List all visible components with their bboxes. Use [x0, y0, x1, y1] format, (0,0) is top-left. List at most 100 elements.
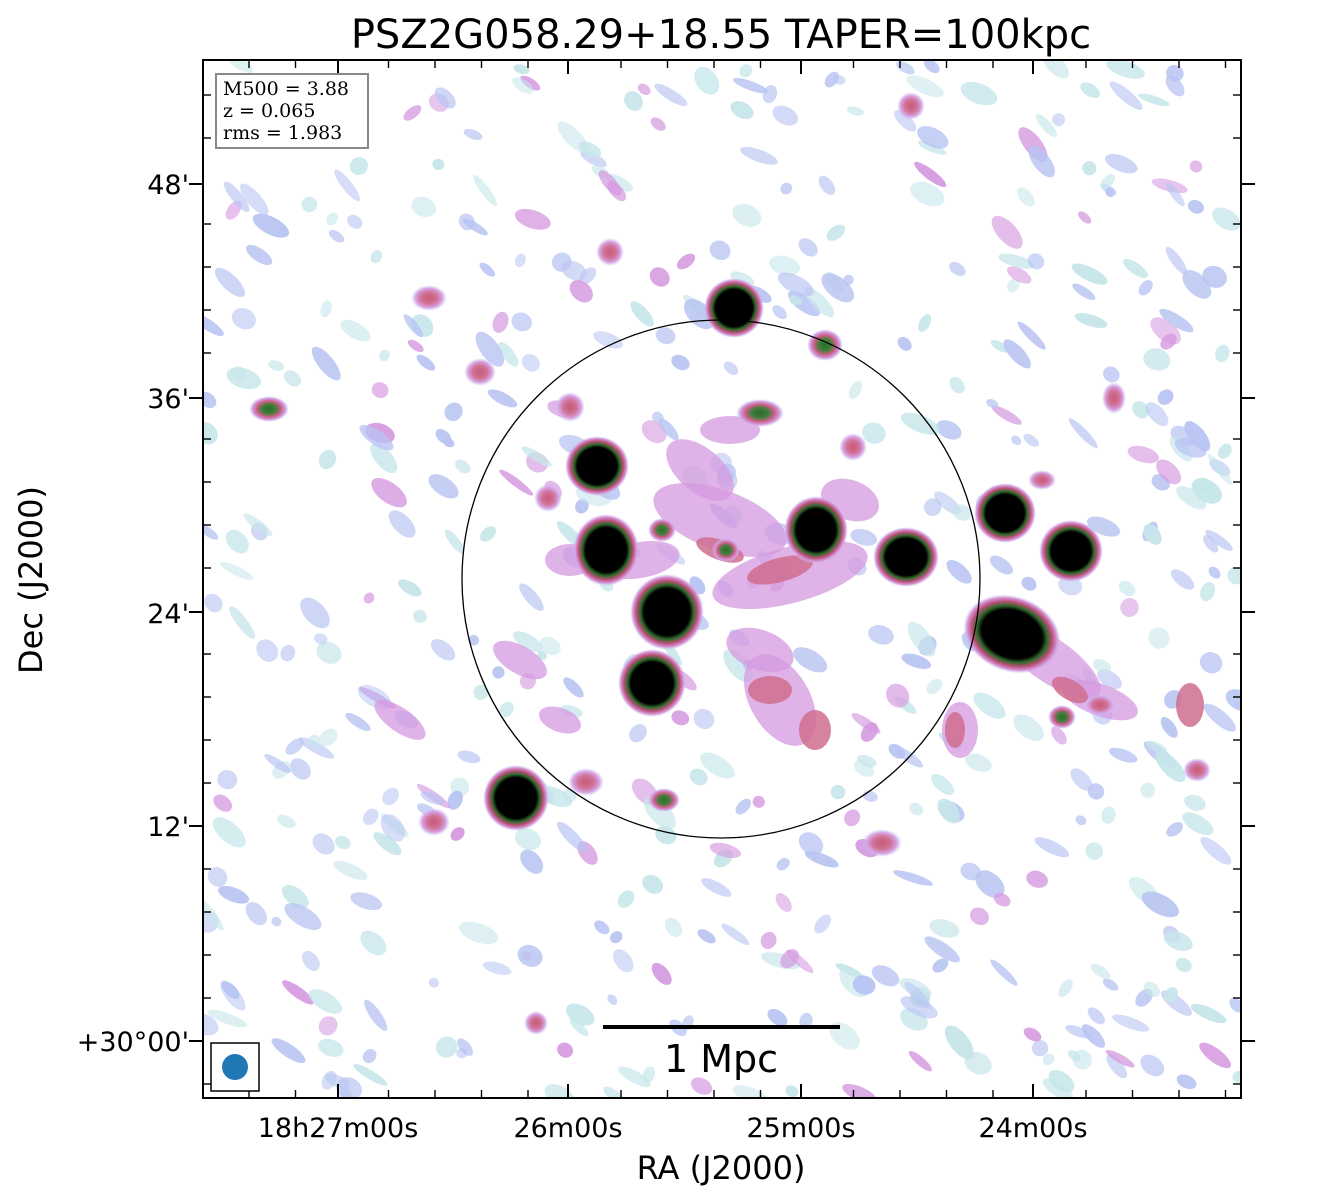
noise-patch: [1200, 837, 1232, 865]
noise-patch: [207, 1009, 247, 1028]
noise-patch: [311, 346, 341, 381]
noise-patch: [1176, 485, 1207, 510]
noise-patch: [862, 422, 886, 444]
noise-patch: [1021, 576, 1037, 591]
noise-patch: [893, 870, 933, 886]
noise-patch: [245, 244, 273, 266]
green-core-source: [249, 396, 289, 422]
noise-patch: [227, 60, 254, 73]
noise-patch: [630, 301, 654, 327]
noise-patch: [776, 858, 790, 871]
noise-patch: [475, 331, 505, 367]
noise-patch: [826, 224, 846, 241]
noise-patch: [284, 903, 322, 930]
noise-patch: [991, 405, 1022, 425]
x-tick-label-2: 25m00s: [746, 1113, 855, 1144]
noise-patch: [360, 930, 387, 956]
noise-patch: [1067, 1050, 1081, 1062]
noise-patch: [735, 798, 752, 815]
red-compact-source: [568, 768, 604, 796]
bright-point-source: [704, 278, 764, 338]
noise-patch: [1155, 751, 1186, 782]
noise-patch: [473, 174, 498, 206]
noise-patch: [850, 528, 878, 546]
noise-patch: [818, 175, 836, 196]
noise-patch: [658, 418, 679, 441]
noise-patch: [1106, 60, 1145, 79]
bright-emission: [747, 555, 813, 585]
noise-patch: [1225, 689, 1241, 712]
noise-patch: [1075, 815, 1087, 826]
green-core-source: [1048, 705, 1076, 729]
noise-patch: [1189, 160, 1203, 173]
noise-patch: [649, 267, 670, 287]
noise-patch: [960, 81, 998, 106]
noise-patch: [212, 817, 246, 848]
noise-patch: [617, 890, 635, 908]
noise-patch: [1165, 246, 1188, 275]
red-compact-source: [1102, 382, 1126, 414]
noise-patch: [382, 787, 399, 806]
noise-patch: [848, 380, 863, 399]
bright-point-source: [1039, 520, 1103, 582]
noise-patch: [458, 921, 499, 945]
noise-patch: [906, 75, 944, 98]
beam-indicator: [210, 1042, 260, 1092]
bright-point-source: [565, 436, 629, 496]
noise-patch: [462, 218, 488, 236]
noise-patch: [1023, 433, 1039, 447]
red-compact-source: [596, 238, 624, 266]
noise-patch: [772, 105, 798, 126]
noise-patch: [359, 424, 394, 451]
noise-patch: [298, 737, 334, 759]
noise-patch: [1085, 842, 1104, 860]
scale-bar-label: 1 Mpc: [664, 1037, 778, 1081]
noise-patch: [769, 255, 801, 276]
plot-frame: [202, 59, 1242, 1099]
noise-patch: [1013, 714, 1044, 741]
noise-patch: [1143, 981, 1161, 998]
noise-patch: [618, 1066, 651, 1088]
noise-patch: [824, 71, 839, 88]
noise-patch: [1086, 516, 1121, 537]
red-compact-source: [524, 1011, 548, 1035]
bright-emission: [748, 676, 792, 704]
noise-patch: [203, 391, 217, 409]
noise-patch: [371, 382, 389, 399]
noise-patch: [607, 181, 627, 202]
noise-patch: [936, 420, 962, 440]
noise-patch: [1101, 806, 1116, 824]
extended-emission: [538, 706, 582, 734]
noise-patch: [498, 342, 519, 367]
noise-patch: [1227, 567, 1241, 585]
x-axis-label: RA (J2000): [637, 1149, 806, 1187]
noise-patch: [520, 75, 541, 91]
noise-patch: [513, 64, 530, 75]
noise-patch: [676, 253, 696, 270]
noise-patch: [1068, 418, 1098, 449]
noise-patch: [1132, 401, 1150, 419]
noise-patch: [223, 181, 250, 213]
noise-patch: [998, 253, 1035, 269]
noise-patch: [282, 980, 314, 1005]
noise-patch: [430, 639, 456, 661]
noise-patch: [1097, 669, 1122, 690]
noise-patch: [1034, 837, 1070, 858]
red-compact-source: [897, 92, 925, 120]
red-compact-source: [839, 433, 867, 461]
noise-patch: [1215, 344, 1230, 363]
noise-patch: [334, 169, 360, 202]
extended-emission: [374, 700, 426, 740]
noise-patch: [511, 312, 532, 332]
noise-patch: [1138, 280, 1153, 296]
info-mass: M500 = 3.88: [223, 78, 349, 100]
noise-patch: [709, 842, 741, 859]
noise-patch: [896, 61, 915, 75]
noise-patch: [388, 510, 416, 538]
noise-patch: [964, 753, 992, 772]
noise-patch: [371, 477, 407, 508]
noise-patch: [271, 1038, 306, 1064]
noise-patch: [1092, 659, 1112, 673]
noise-patch: [1143, 524, 1162, 545]
noise-patch: [900, 996, 938, 1019]
